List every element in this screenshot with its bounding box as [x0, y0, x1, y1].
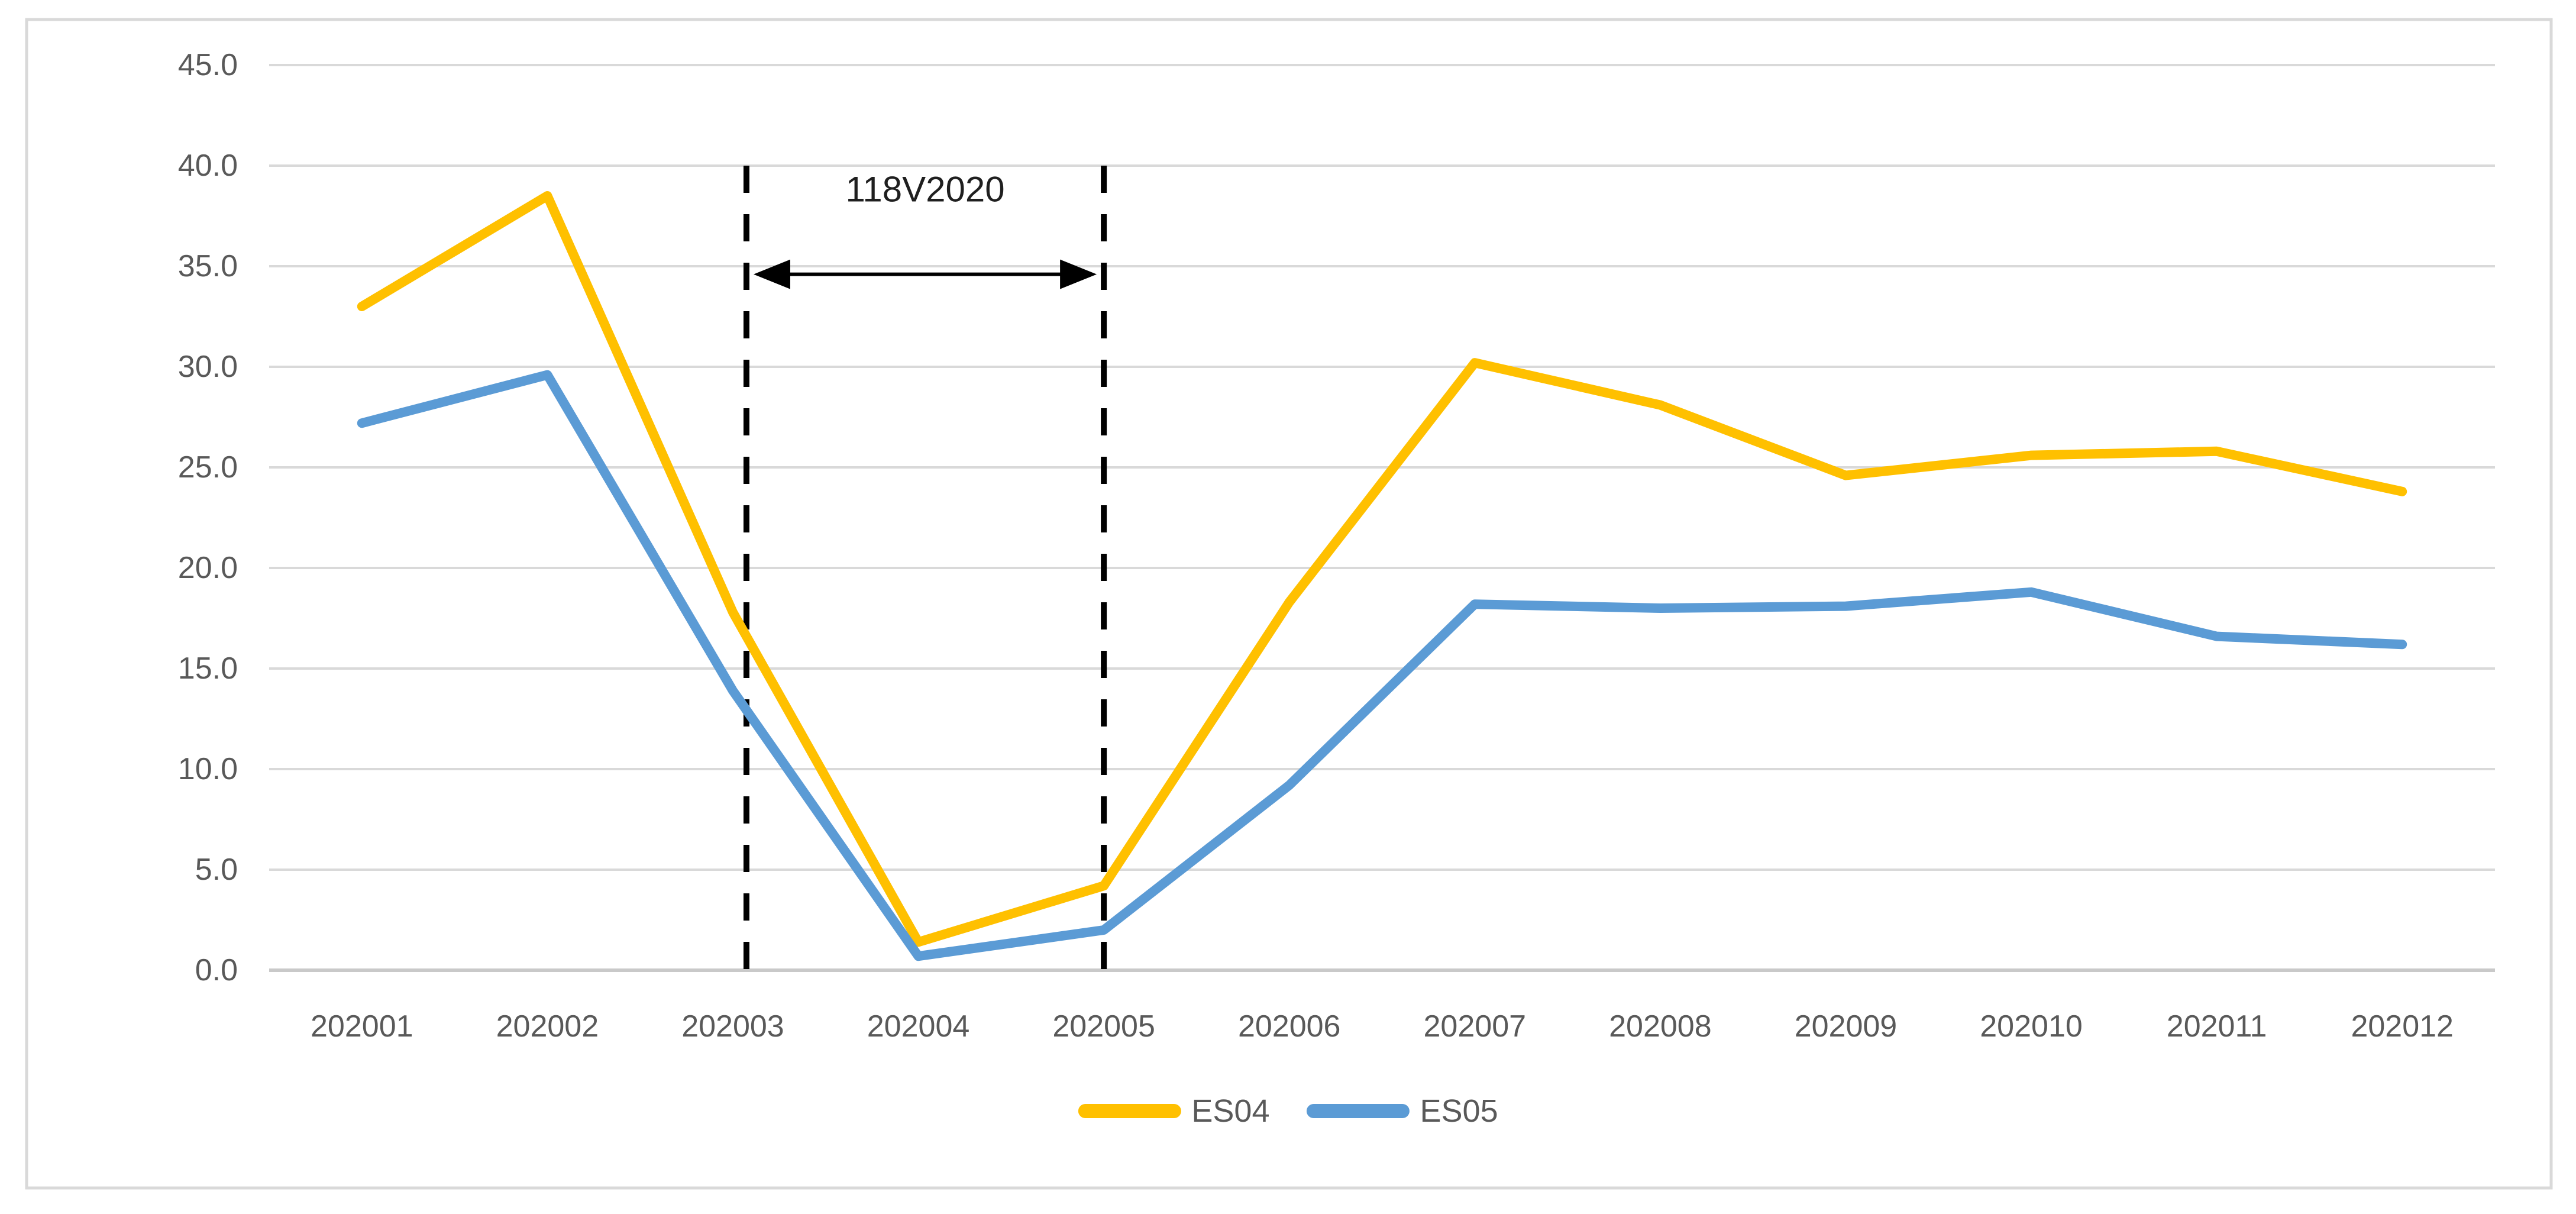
y-axis-tick-label: 20.0 [178, 551, 238, 585]
x-axis-tick-label: 202005 [1052, 1009, 1155, 1044]
y-axis-tick-label: 35.0 [178, 249, 238, 283]
y-axis-tick-label: 15.0 [178, 651, 238, 686]
x-axis-tick-label: 202003 [681, 1009, 784, 1044]
legend-item-es05: ES05 [1306, 1093, 1498, 1129]
x-axis-tick-label: 202002 [496, 1009, 599, 1044]
y-axis-tick-label: 0.0 [195, 953, 238, 987]
x-axis-tick-label: 202010 [1980, 1009, 2083, 1044]
legend-swatch-es05 [1306, 1104, 1410, 1118]
y-axis-tick-label: 25.0 [178, 450, 238, 485]
series-es04-line [357, 191, 2407, 947]
legend-item-es04: ES04 [1078, 1093, 1270, 1129]
legend: ES04 ES05 [1078, 1095, 1498, 1127]
x-axis-tick-label: 202007 [1424, 1009, 1527, 1044]
x-axis-tick-label: 202004 [867, 1009, 970, 1044]
y-axis-tick-label: 10.0 [178, 752, 238, 786]
series-es05-line [357, 370, 2407, 961]
y-axis-tick-label: 45.0 [178, 48, 238, 82]
legend-label-es04: ES04 [1191, 1093, 1270, 1129]
y-axis-tick-label: 40.0 [178, 148, 238, 183]
annotation-label: 118V2020 [845, 170, 1004, 209]
legend-swatch-es04 [1078, 1104, 1181, 1118]
x-axis-tick-label: 202001 [311, 1009, 413, 1044]
y-axis-tick-label: 5.0 [195, 853, 238, 887]
legend-label-es05: ES05 [1420, 1093, 1498, 1129]
arrowhead-right-icon [1060, 259, 1097, 289]
x-axis-tick-label: 202011 [2167, 1009, 2267, 1044]
x-axis-tick-label: 202006 [1238, 1009, 1341, 1044]
arrowhead-left-icon [753, 259, 790, 289]
x-axis-tick-label: 202008 [1609, 1009, 1712, 1044]
x-axis-tick-label: 202012 [2351, 1009, 2454, 1044]
x-axis-tick-label: 202009 [1795, 1009, 1898, 1044]
y-axis-tick-label: 30.0 [178, 350, 238, 384]
